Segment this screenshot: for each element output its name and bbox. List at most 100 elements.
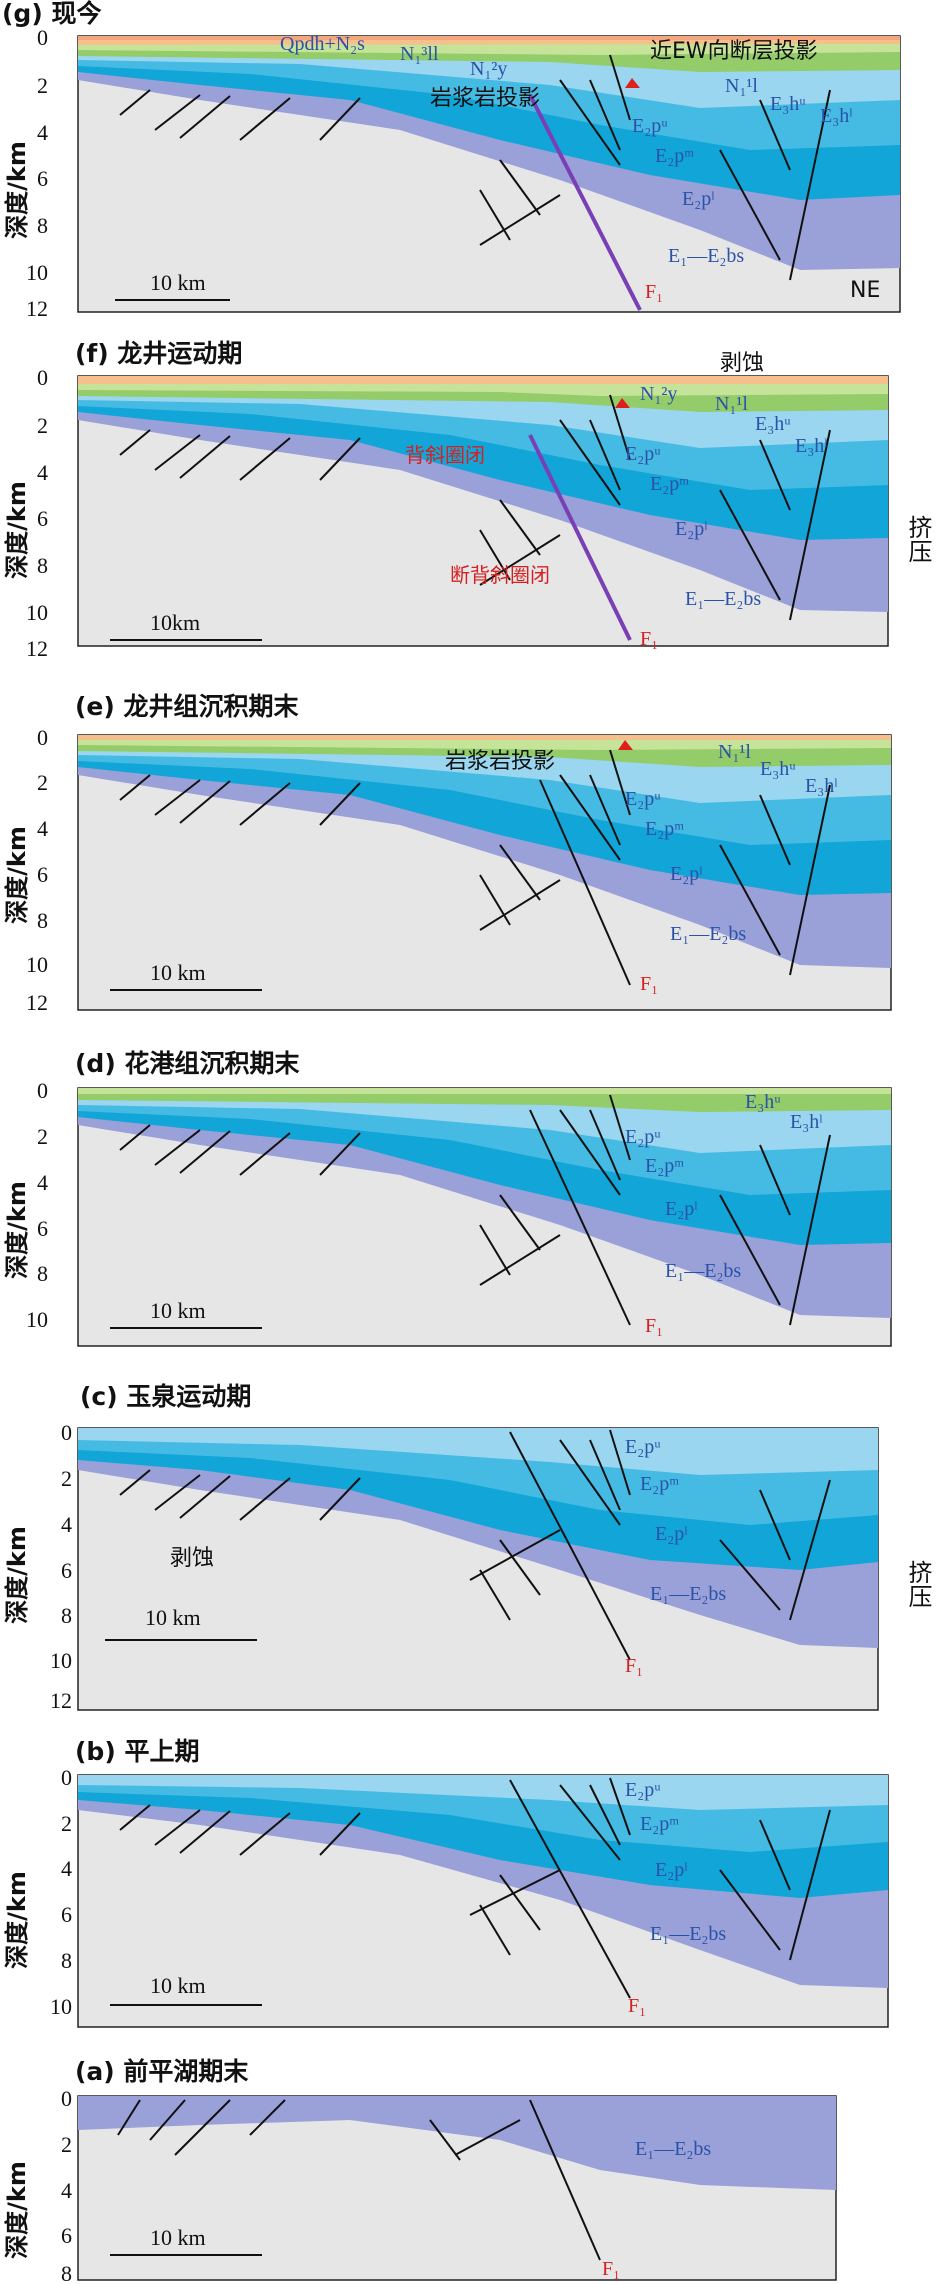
panel-b-title: (b) 平上期: [75, 1737, 199, 1766]
panel-c-scale-label: 10 km: [145, 1605, 201, 1630]
panel-d-scale-label: 10 km: [150, 1298, 206, 1323]
panel-g-e2pu-label: E₂pᵘ: [632, 115, 668, 137]
panel-f-n1l-label: N₁¹l: [715, 393, 748, 415]
panel-f-e1e2bs-label: E₁—E₂bs: [685, 588, 761, 610]
panel-b-e2pl-label: E₂pˡ: [655, 1859, 688, 1881]
panel-b-f1-label: F₁: [628, 1995, 646, 2017]
panel-c-tick-4: 4: [61, 1512, 72, 1537]
panel-g-tick-12: 12: [26, 296, 48, 321]
panel-e-e2pu-label: E₂pᵘ: [625, 788, 661, 810]
panel-d-e1e2bs-label: E₁—E₂bs: [665, 1260, 741, 1282]
panel-g-e2pl-label: E₂pˡ: [682, 188, 715, 210]
panel-b-section: [77, 1774, 889, 2028]
panel-a-ticks: 0 2 4 6 8: [61, 2086, 72, 2284]
panel-b-e2pu-label: E₂pᵘ: [625, 1779, 661, 1801]
panel-g-ew-fault-label: 近EW向断层投影: [650, 39, 818, 64]
panel-c-tick-8: 8: [61, 1603, 72, 1628]
panel-e-e1e2bs-label: E₁—E₂bs: [670, 923, 746, 945]
panel-f-e3hu-label: E₃hᵘ: [755, 413, 791, 435]
panel-a: (a) 前平湖期末 深度/km 0 2 4 6 8 E₁—E₂bs F₁ 10 …: [3, 2057, 837, 2284]
panel-c-erosion-label: 剥蚀: [170, 1546, 214, 1571]
panel-a-tick-2: 2: [61, 2132, 72, 2157]
panel-c-e1e2bs-label: E₁—E₂bs: [650, 1583, 726, 1605]
panel-g-tick-2: 2: [37, 73, 48, 98]
panel-f-e3hl-label: E₃hˡ: [795, 435, 828, 457]
panel-e-e3hu-label: E₃hᵘ: [760, 758, 796, 780]
panel-f-tick-4: 4: [37, 460, 48, 485]
panel-d-tick-10: 10: [26, 1307, 48, 1332]
panel-c-y-axis-label: 深度/km: [3, 1526, 31, 1624]
panel-f-tick-6: 6: [37, 506, 48, 531]
panel-f-n1y-label: N₁²y: [640, 383, 677, 405]
panel-e: (e) 龙井组沉积期末 深度/km 0 2 4 6 8 10 12: [3, 692, 892, 1015]
panel-e-tick-10: 10: [26, 952, 48, 977]
panel-d-e2pl-label: E₂pˡ: [665, 1198, 698, 1220]
panel-f-scale-label: 10km: [150, 610, 200, 635]
panel-c-f1-label: F₁: [625, 1655, 643, 1677]
panel-d-e2pm-label: E₂pᵐ: [645, 1155, 684, 1177]
panel-d-title: (d) 花港组沉积期末: [75, 1049, 299, 1078]
panel-e-title: (e) 龙井组沉积期末: [75, 692, 299, 721]
panel-c-title: (c) 玉泉运动期: [80, 1382, 251, 1411]
panel-d-y-axis-label: 深度/km: [3, 1181, 31, 1279]
panel-g-title: (g) 现今: [2, 0, 101, 28]
panel-g-magma-label: 岩浆岩投影: [430, 86, 540, 111]
panel-a-f1-label: F₁: [602, 2258, 620, 2280]
panel-d: (d) 花港组沉积期末 深度/km 0 2 4 6 8 10: [3, 1049, 892, 1347]
panel-e-tick-4: 4: [37, 816, 48, 841]
panel-e-tick-0: 0: [37, 725, 48, 750]
panel-d-tick-6: 6: [37, 1216, 48, 1241]
panel-g-tick-0: 0: [37, 25, 48, 50]
panel-a-scale-label: 10 km: [150, 2225, 206, 2250]
panel-b-e1e2bs-label: E₁—E₂bs: [650, 1923, 726, 1945]
panel-g-tick-8: 8: [37, 213, 48, 238]
panel-a-tick-0: 0: [61, 2086, 72, 2111]
panel-b-tick-4: 4: [61, 1856, 72, 1881]
panel-g-n1ll-label: N₁³ll: [400, 43, 439, 65]
panel-e-section: [77, 734, 892, 1011]
panel-e-e2pm-label: E₂pᵐ: [645, 818, 684, 840]
panel-a-section: [77, 2095, 837, 2281]
panel-g-tick-4: 4: [37, 120, 48, 145]
panel-g-e3hl-label: E₃hˡ: [820, 105, 853, 127]
panel-c-compression-label: 挤压: [904, 1560, 932, 1608]
panel-d-section: [77, 1087, 892, 1347]
panel-b-tick-2: 2: [61, 1811, 72, 1836]
panel-f-e2pl-label: E₂pˡ: [675, 518, 708, 540]
panel-f-tick-12: 12: [26, 636, 48, 661]
panel-g: (g) 现今 深度/km 0 2 4 6 8 10 12: [2, 0, 901, 321]
panel-b-e2pm-label: E₂pᵐ: [640, 1813, 679, 1835]
panel-c-tick-2: 2: [61, 1466, 72, 1491]
panel-f: (f) 龙井运动期 深度/km 0 2 4 6 8 10 12: [3, 339, 932, 661]
panel-c-e2pl-label: E₂pˡ: [655, 1523, 688, 1545]
panel-f-ticks: 0 2 4 6 8 10 12: [26, 365, 48, 661]
panel-g-ticks: 0 2 4 6 8 10 12: [26, 25, 48, 321]
panel-g-scale-label: 10 km: [150, 270, 206, 295]
panel-d-e2pu-label: E₂pᵘ: [625, 1126, 661, 1148]
panel-c-ticks: 0 2 4 6 8 10 12: [50, 1420, 72, 1713]
panel-g-tick-6: 6: [37, 166, 48, 191]
panel-e-ticks: 0 2 4 6 8 10 12: [26, 725, 48, 1015]
panel-e-e2pl-label: E₂pˡ: [670, 863, 703, 885]
panel-g-n1l-label: N₁¹l: [725, 75, 758, 97]
panel-f-compression-label: 挤压: [904, 515, 932, 563]
panel-f-f1-label: F₁: [640, 628, 658, 650]
panel-e-magma-label: 岩浆岩投影: [445, 749, 555, 774]
panel-f-tick-10: 10: [26, 600, 48, 625]
panel-e-f1-label: F₁: [640, 973, 658, 995]
panel-f-e2pm-label: E₂pᵐ: [650, 473, 689, 495]
panel-e-y-axis-label: 深度/km: [3, 826, 31, 924]
panel-c-tick-12: 12: [50, 1688, 72, 1713]
panel-g-f1-label: F₁: [645, 281, 663, 303]
panel-d-tick-0: 0: [37, 1078, 48, 1103]
panel-b-y-axis-label: 深度/km: [3, 1871, 31, 1969]
panel-c-tick-0: 0: [61, 1420, 72, 1445]
panel-e-tick-6: 6: [37, 862, 48, 887]
panel-e-scale-label: 10 km: [150, 960, 206, 985]
panel-f-anticline-label: 背斜圈闭: [405, 443, 485, 467]
panel-f-section: [77, 375, 889, 647]
panel-g-qn2s-label: Qpdh+N₂s: [280, 33, 365, 55]
panel-a-tick-4: 4: [61, 2178, 72, 2203]
panel-f-tick-8: 8: [37, 553, 48, 578]
panel-e-e3hl-label: E₃hˡ: [805, 775, 838, 797]
